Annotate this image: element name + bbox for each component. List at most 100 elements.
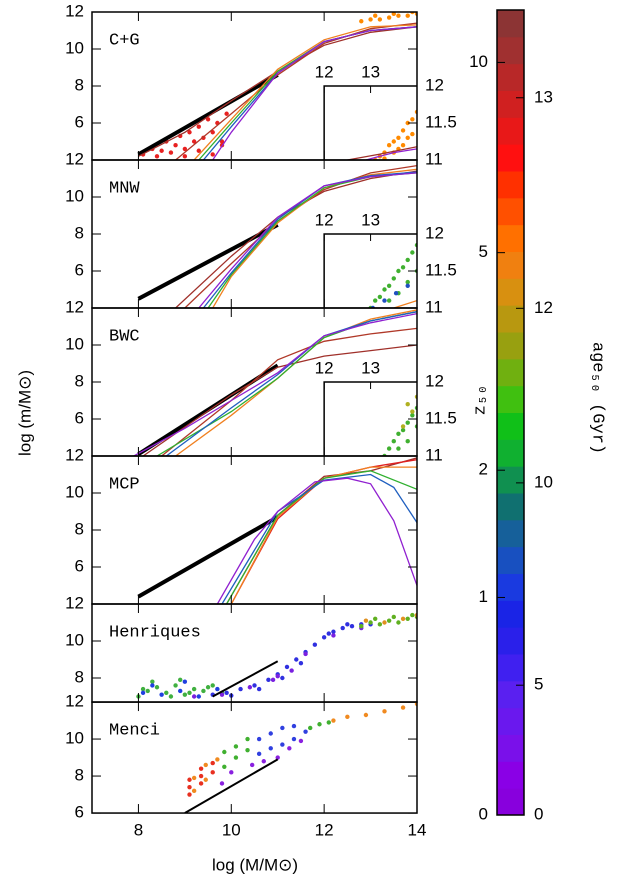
- data-point: [400, 143, 406, 148]
- plot-area: [133, 309, 417, 456]
- data-point: [187, 690, 192, 695]
- data-point: [219, 692, 225, 697]
- colorbar-tick-label: 0: [479, 804, 488, 823]
- data-point: [178, 677, 183, 683]
- data-point: [249, 762, 255, 768]
- curve: [212, 168, 417, 308]
- data-point: [205, 685, 211, 690]
- colorbar-bin: [497, 90, 524, 118]
- curve: [161, 327, 417, 456]
- curve: [165, 311, 417, 456]
- data-point: [150, 679, 155, 684]
- data-point: [312, 642, 318, 647]
- y-tick-label: 10: [65, 482, 84, 501]
- y-tick-label: 12: [65, 445, 84, 464]
- curve: [226, 470, 417, 604]
- data-point: [291, 736, 297, 742]
- colorbar-bin: [497, 10, 524, 38]
- data-point: [275, 673, 280, 679]
- data-point: [377, 294, 383, 300]
- data-point: [382, 709, 387, 714]
- x-tick-label: 10: [222, 821, 241, 840]
- colorbar-bin: [497, 654, 524, 682]
- curve: [142, 344, 417, 456]
- data-point: [400, 265, 406, 270]
- data-point: [405, 120, 410, 126]
- inset-y-tick-label: 11.5: [425, 112, 457, 131]
- data-point: [145, 688, 150, 694]
- data-point: [205, 117, 211, 122]
- data-point: [261, 759, 266, 764]
- data-point: [396, 620, 401, 625]
- data-point: [396, 268, 401, 274]
- data-point: [215, 686, 220, 692]
- colorbar-bin: [497, 627, 524, 655]
- data-point: [405, 402, 410, 407]
- data-point: [373, 13, 378, 18]
- data-point: [210, 683, 215, 688]
- data-point: [268, 731, 273, 736]
- panel-label: Henriques: [109, 623, 201, 642]
- data-point: [396, 446, 401, 451]
- inset-area: [347, 109, 417, 160]
- colorbar-bin: [497, 412, 524, 440]
- plot-area: [137, 457, 417, 604]
- data-point: [210, 760, 215, 766]
- data-point: [321, 635, 327, 640]
- data-point: [159, 148, 164, 153]
- data-point: [256, 751, 262, 757]
- data-point: [405, 135, 410, 140]
- colorbar-bin: [497, 332, 524, 360]
- data-point: [331, 633, 336, 638]
- data-point: [400, 616, 406, 621]
- colorbar-bin: [497, 707, 524, 735]
- data-point: [363, 712, 369, 718]
- data-point: [168, 694, 174, 699]
- data-point: [284, 664, 290, 670]
- data-point: [182, 146, 188, 152]
- data-point: [280, 725, 285, 731]
- colorbar-bin: [497, 144, 524, 172]
- data-point: [219, 139, 225, 144]
- y-tick-label: 12: [65, 1, 84, 20]
- y-tick-label: 6: [75, 803, 84, 822]
- data-point: [224, 690, 229, 695]
- inset-y-tick-label: 11: [425, 445, 443, 464]
- curve: [212, 26, 417, 160]
- data-point: [256, 736, 262, 742]
- colorbar-bin: [497, 439, 524, 467]
- y-tick-label: 10: [65, 630, 84, 649]
- inset-x-tick-label: 13: [361, 210, 380, 229]
- data-point: [382, 287, 387, 292]
- data-point: [191, 139, 197, 144]
- y-tick-label: 8: [75, 519, 84, 538]
- curve: [212, 660, 279, 698]
- colorbar-tick-label: 5: [479, 242, 488, 261]
- data-point: [405, 257, 410, 263]
- colorbar-tick-label: 5: [534, 675, 543, 694]
- data-point: [410, 409, 415, 414]
- inset-x-tick-label: 12: [315, 210, 334, 229]
- curve: [137, 223, 279, 301]
- panel-frame: [91, 701, 418, 814]
- data-point: [345, 622, 350, 627]
- data-point: [410, 250, 415, 255]
- data-point: [377, 17, 383, 22]
- colorbar-bin: [497, 466, 524, 494]
- data-point: [386, 283, 392, 288]
- x-tick-label: 14: [408, 821, 427, 840]
- inset-x-tick-label: 13: [361, 62, 380, 81]
- data-point: [345, 714, 350, 720]
- data-point: [198, 766, 204, 771]
- data-point: [256, 686, 262, 692]
- data-point: [191, 686, 197, 692]
- data-point: [291, 723, 297, 729]
- colorbar-tick-label: 2: [479, 460, 488, 479]
- panel-label: MCP: [109, 475, 140, 494]
- data-point: [191, 775, 197, 781]
- y-tick-label: 8: [75, 371, 84, 390]
- panel-label: Menci: [109, 722, 160, 741]
- data-point: [373, 616, 378, 621]
- curve: [221, 473, 417, 604]
- colorbar-bin: [497, 546, 524, 574]
